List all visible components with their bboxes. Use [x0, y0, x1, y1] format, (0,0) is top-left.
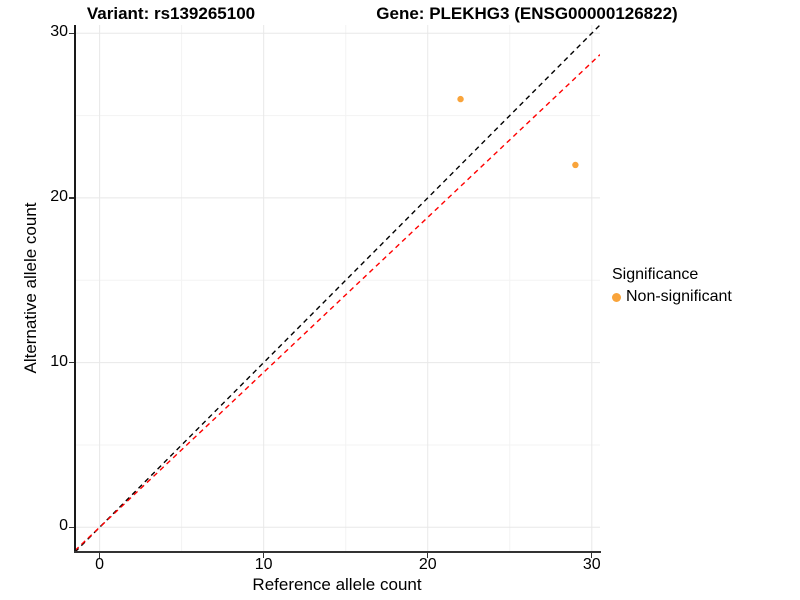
y-axis-tick-label: 0 [59, 517, 68, 535]
x-axis-line [74, 551, 601, 553]
legend-entry-label: Non-significant [626, 288, 732, 305]
y-axis-label: Alternative allele count [21, 202, 40, 374]
x-axis-tick-label: 10 [254, 556, 273, 573]
variant-title: Variant: rs139265100 [86, 4, 256, 23]
x-axis-label: Reference allele count [252, 575, 422, 594]
plot-panel [75, 25, 600, 552]
y-axis-tick-label: 10 [50, 352, 68, 370]
y-axis-tick-label: 30 [50, 23, 68, 41]
x-axis-tick-label: 0 [95, 556, 105, 573]
x-axis-tick [591, 553, 593, 558]
legend-point-marker [612, 292, 621, 302]
legend-entry: Non-significant [612, 288, 732, 306]
data-point [572, 161, 579, 169]
y-axis-tick [69, 197, 74, 199]
data-point [457, 95, 464, 103]
legend-title: Significance [612, 266, 699, 283]
y-axis-tick [69, 32, 74, 34]
expected-ratio-line [75, 54, 600, 552]
y-axis-tick [69, 526, 74, 528]
y-axis-line [74, 25, 76, 552]
gene-title: Gene: PLEKHG3 (ENSG00000126822) [376, 4, 678, 23]
identity-line [75, 25, 600, 552]
y-axis-tick-label: 20 [50, 187, 68, 205]
chart-svg [75, 25, 600, 552]
x-axis-tick [99, 553, 101, 558]
legend: Significance Non-significant [612, 266, 732, 306]
x-axis-tick-label: 20 [418, 556, 437, 573]
x-axis-tick-label: 30 [582, 556, 601, 573]
y-axis-tick [69, 362, 74, 364]
x-axis-tick [263, 553, 265, 558]
x-axis-tick [427, 553, 429, 558]
